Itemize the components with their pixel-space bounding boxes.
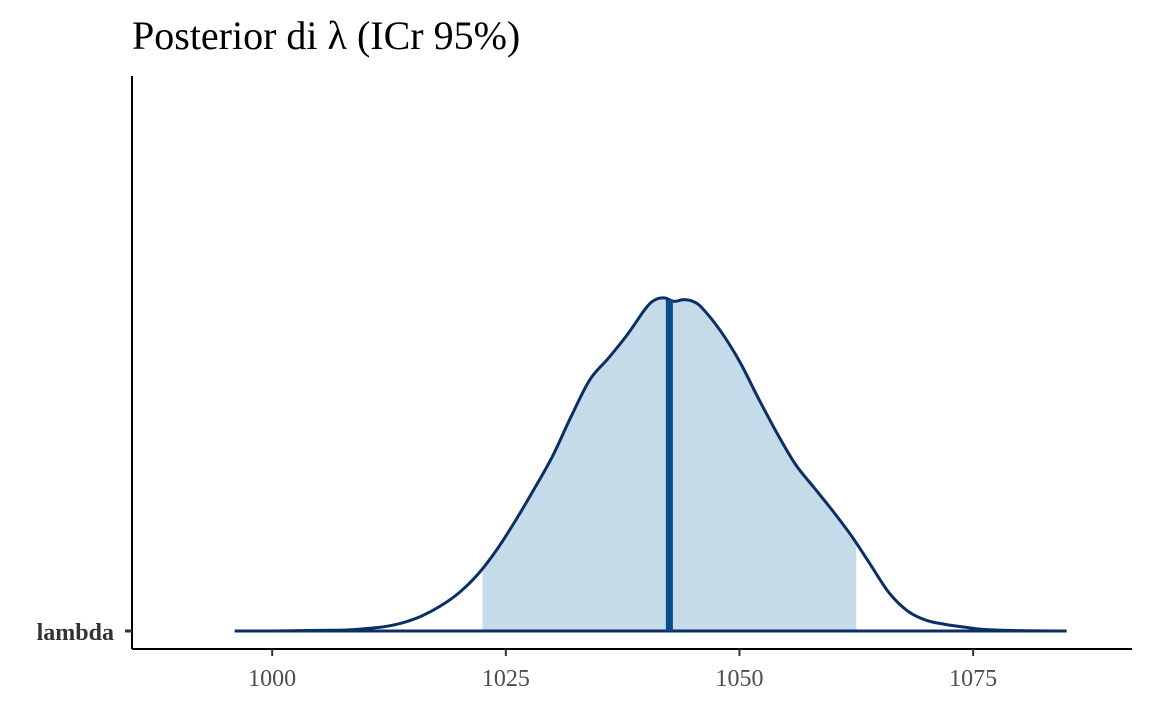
x-tick-label: 1000 xyxy=(248,666,296,692)
x-tick-label: 1050 xyxy=(715,666,763,692)
plot-area xyxy=(234,296,1067,633)
x-tick-label: 1075 xyxy=(949,666,997,692)
y-tick-label: lambda xyxy=(37,620,114,646)
chart-title: Posterior di λ (ICr 95%) xyxy=(132,13,520,58)
axes: 1000 1025 1050 1075 lambda xyxy=(37,76,1132,692)
density-outline xyxy=(234,296,1067,633)
x-tick-label: 1025 xyxy=(482,666,530,692)
